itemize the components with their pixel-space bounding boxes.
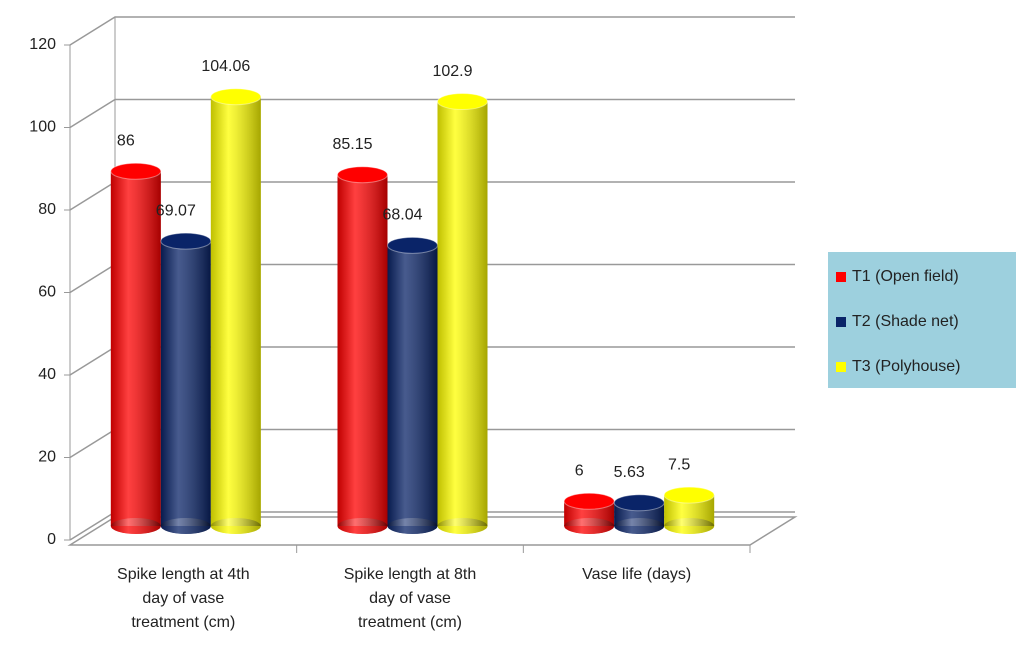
bar-top — [437, 93, 488, 111]
bar-top — [387, 236, 438, 254]
legend-swatch — [836, 317, 846, 327]
bar-base-shade — [437, 518, 488, 534]
bar-base-shade — [110, 518, 161, 534]
bar-base-shade — [160, 518, 211, 534]
bar-shade — [437, 101, 488, 526]
data-label: 104.06 — [201, 58, 250, 75]
y-tick-label: 120 — [29, 36, 56, 53]
y-tick-label: 80 — [38, 201, 56, 218]
x-tick-label: Spike length at 8th day of vase treatment … — [344, 566, 477, 631]
data-label: 5.63 — [614, 464, 645, 481]
bar-top — [663, 486, 715, 504]
bar-top — [337, 166, 388, 184]
bar-base-shade — [387, 518, 438, 534]
x-tick-label: Vase life (days) — [582, 566, 691, 583]
legend-box — [828, 252, 1016, 388]
legend-label: T1 (Open field) — [852, 268, 959, 285]
y-tick-label: 40 — [38, 366, 56, 383]
bar-base-shade — [564, 518, 615, 534]
bar-top — [110, 162, 162, 180]
y-tick-label: 100 — [29, 119, 56, 136]
data-label: 102.9 — [432, 63, 472, 80]
data-label: 86 — [117, 132, 135, 149]
bar-shade — [387, 245, 438, 526]
data-label: 6 — [575, 462, 584, 479]
x-tick-label: Spike length at 4th day of vase treatment … — [117, 566, 250, 631]
legend-swatch — [836, 272, 846, 282]
bar-top — [160, 232, 212, 250]
y-tick-label: 0 — [47, 531, 56, 548]
data-label: 68.04 — [382, 207, 422, 224]
data-label: 7.5 — [668, 456, 690, 473]
bar-shade — [160, 241, 211, 526]
bar-base-shade — [210, 518, 261, 534]
bar-base-shade — [614, 518, 665, 534]
legend-label: T2 (Shade net) — [852, 313, 959, 330]
bar-base-shade — [337, 518, 388, 534]
bar-shade — [210, 96, 261, 526]
bar-base-shade — [664, 518, 715, 534]
data-label: 69.07 — [156, 202, 196, 219]
bar-top — [563, 492, 615, 510]
grid-line — [69, 16, 795, 46]
grid-line — [69, 98, 795, 129]
bar-shade — [110, 171, 161, 526]
bar-shade — [337, 174, 388, 526]
bar-top — [613, 494, 665, 512]
y-tick-label: 60 — [38, 284, 56, 301]
data-label: 85.15 — [332, 136, 372, 153]
legend-swatch — [836, 362, 846, 372]
legend-label: T3 (Polyhouse) — [852, 358, 961, 375]
bar-top — [210, 88, 262, 106]
y-tick-label: 20 — [38, 449, 56, 466]
